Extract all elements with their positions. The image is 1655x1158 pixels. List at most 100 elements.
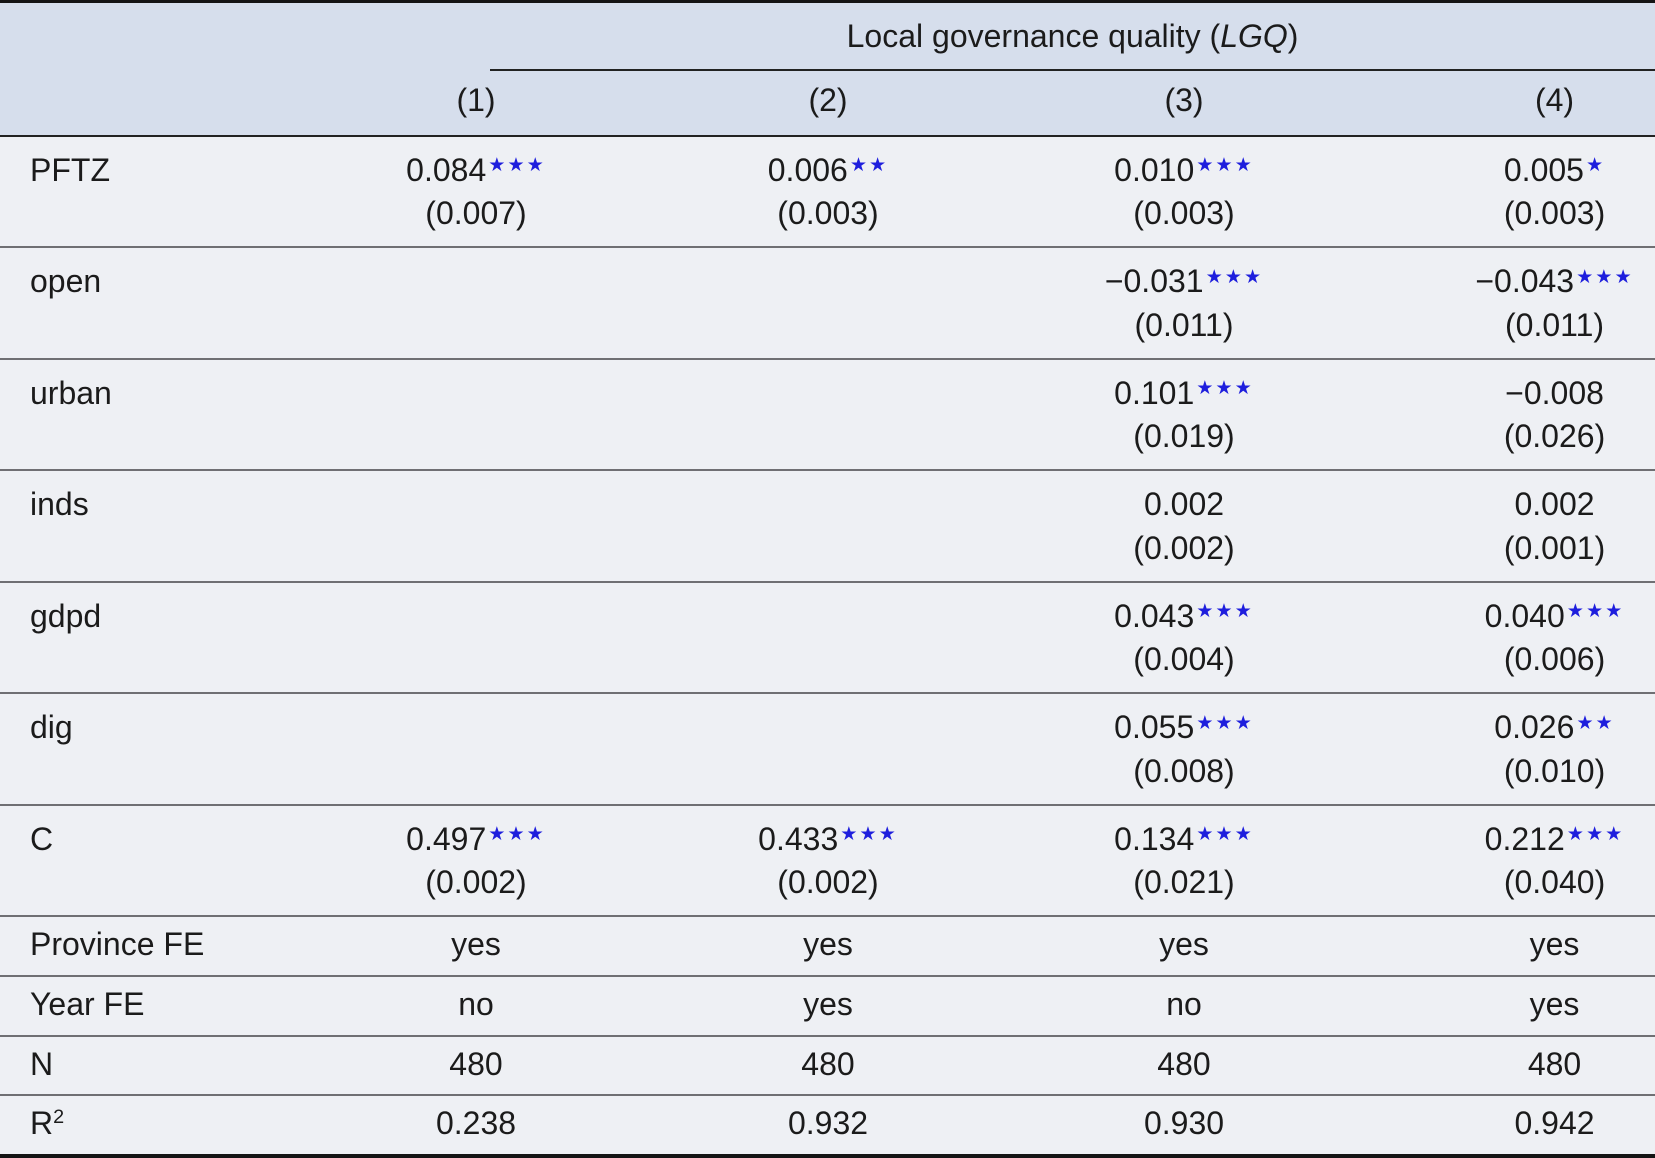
group-title: Local governance quality (LGQ) xyxy=(490,3,1655,71)
meta-cell: yes xyxy=(652,974,1004,1036)
significance-stars: ★★★ xyxy=(1205,266,1264,288)
meta-cell: 0.942 xyxy=(1364,1094,1655,1156)
coef-cell xyxy=(300,469,652,527)
standard-error: (0.011) xyxy=(1505,306,1605,343)
coef-value: −0.043 xyxy=(1475,263,1575,299)
corner-cell xyxy=(0,2,300,71)
se-cell xyxy=(300,750,652,805)
row-label: Year FE xyxy=(0,974,300,1036)
coef-row-C: C 0.497 ★★★ 0.433 ★★★ 0.134 ★★★ 0.212 ★★★ xyxy=(0,803,1655,916)
se-cell: (0.001) xyxy=(1364,527,1655,582)
coef-cell xyxy=(300,580,652,639)
group-title-close: ) xyxy=(1287,18,1299,54)
se-cell xyxy=(300,304,652,359)
meta-cell: no xyxy=(300,974,652,1036)
meta-cell: yes xyxy=(300,915,652,976)
se-cell xyxy=(300,638,652,693)
se-row-urban: (0.019) (0.026) xyxy=(0,415,1655,470)
se-cell: (0.021) xyxy=(1004,861,1364,916)
coef-value: 0.002 xyxy=(1143,486,1225,522)
coef-cell xyxy=(300,357,652,416)
se-cell: (0.002) xyxy=(300,861,652,916)
coef-value: 0.026 xyxy=(1494,709,1575,745)
row-label: PFTZ xyxy=(30,151,110,188)
standard-error: (0.002) xyxy=(777,864,879,901)
row-label: urban xyxy=(0,357,300,470)
se-cell: (0.007) xyxy=(300,192,652,247)
coef-cell: 0.026 ★★ xyxy=(1364,692,1655,750)
se-cell xyxy=(652,527,1004,582)
standard-error: (0.026) xyxy=(1503,418,1606,455)
se-row-open: (0.011) (0.011) xyxy=(0,304,1655,359)
column-numbers-row: (1) (2) (3) (4) xyxy=(0,70,1655,137)
coef-body: PFTZ 0.084 ★★★ 0.006 ★★ 0.010 ★★★ 0.005 ★ (0.007)… xyxy=(0,136,1655,916)
se-cell: (0.026) xyxy=(1364,415,1655,470)
coef-cell: 0.002 xyxy=(1364,469,1655,527)
coef-cell: 0.010 ★★★ xyxy=(1004,136,1364,193)
row-label: N xyxy=(0,1034,300,1096)
significance-stars: ★★ xyxy=(1576,712,1615,734)
se-row-inds: (0.002) (0.001) xyxy=(0,527,1655,582)
meta-row-R: R2 0.238 0.932 0.930 0.942 xyxy=(0,1094,1655,1156)
se-cell: (0.040) xyxy=(1364,861,1655,916)
coef-cell xyxy=(300,692,652,750)
se-row-PFTZ: (0.007) (0.003) (0.003) (0.003) xyxy=(0,192,1655,247)
row-label: open xyxy=(0,246,300,359)
row-label-superscript: 2 xyxy=(53,1106,65,1129)
significance-stars: ★★★ xyxy=(1566,601,1625,623)
corner-cell-2 xyxy=(0,70,300,137)
se-cell: (0.006) xyxy=(1364,638,1655,693)
standard-error: (0.008) xyxy=(1133,752,1235,789)
coef-value: 0.002 xyxy=(1514,486,1595,522)
standard-error: (0.002) xyxy=(425,864,527,901)
coef-cell xyxy=(300,246,652,304)
column-header-1: (1) xyxy=(300,70,652,137)
se-cell: (0.003) xyxy=(1004,192,1364,247)
group-title-abbrev: LGQ xyxy=(1220,18,1288,54)
coef-cell: −0.031 ★★★ xyxy=(1004,246,1364,304)
coef-value: 0.101 xyxy=(1114,374,1195,411)
row-label: gdpd xyxy=(0,580,300,693)
coef-cell xyxy=(652,580,1004,639)
coef-cell xyxy=(652,357,1004,416)
standard-error: (0.003) xyxy=(1133,195,1235,232)
coef-cell: 0.055 ★★★ xyxy=(1004,692,1364,750)
coef-cell xyxy=(652,692,1004,750)
meta-body: Province FE yes yes yes yes Year FE no yes no yes… xyxy=(0,915,1655,1156)
coef-value: 0.040 xyxy=(1484,597,1565,634)
standard-error: (0.019) xyxy=(1133,418,1235,455)
significance-stars: ★★★ xyxy=(1196,601,1254,623)
coef-value: 0.005 xyxy=(1503,151,1584,188)
meta-cell: no xyxy=(1004,974,1364,1036)
standard-error: (0.003) xyxy=(1503,195,1606,232)
coef-cell: 0.497 ★★★ xyxy=(300,803,652,862)
coef-cell xyxy=(652,469,1004,527)
row-label: inds xyxy=(0,469,300,582)
coef-value: 0.055 xyxy=(1114,709,1195,745)
coef-row-PFTZ: PFTZ 0.084 ★★★ 0.006 ★★ 0.010 ★★★ 0.005 ★ xyxy=(0,136,1655,193)
coef-row-inds: inds 0.002 0.002 xyxy=(0,469,1655,582)
significance-stars: ★★★ xyxy=(840,824,898,846)
significance-stars: ★★★ xyxy=(1196,155,1254,177)
se-cell: (0.011) xyxy=(1004,304,1364,359)
standard-error: (0.004) xyxy=(1133,641,1235,678)
meta-cell: 0.930 xyxy=(1004,1094,1364,1156)
group-title-cell: Local governance quality (LGQ) xyxy=(300,2,1655,71)
standard-error: (0.010) xyxy=(1503,752,1606,789)
coef-cell: 0.005 ★ xyxy=(1364,136,1655,193)
meta-cell: 480 xyxy=(1004,1034,1364,1096)
meta-row-N: N 480 480 480 480 xyxy=(0,1034,1655,1096)
significance-stars: ★★★ xyxy=(1196,824,1254,846)
coef-value: 0.433 xyxy=(758,820,839,857)
coef-value: 0.134 xyxy=(1114,820,1195,857)
group-title-text: Local governance quality ( xyxy=(846,18,1221,54)
coef-cell: −0.043 ★★★ xyxy=(1364,246,1655,304)
coef-value: 0.084 xyxy=(406,151,487,188)
meta-cell: yes xyxy=(1004,915,1364,976)
coef-value: 0.212 xyxy=(1484,820,1565,857)
coef-cell: 0.040 ★★★ xyxy=(1364,580,1655,639)
se-cell: (0.003) xyxy=(1364,192,1655,247)
meta-cell: yes xyxy=(652,915,1004,976)
significance-stars: ★★★ xyxy=(1576,266,1634,288)
column-header-4: (4) xyxy=(1364,70,1655,137)
